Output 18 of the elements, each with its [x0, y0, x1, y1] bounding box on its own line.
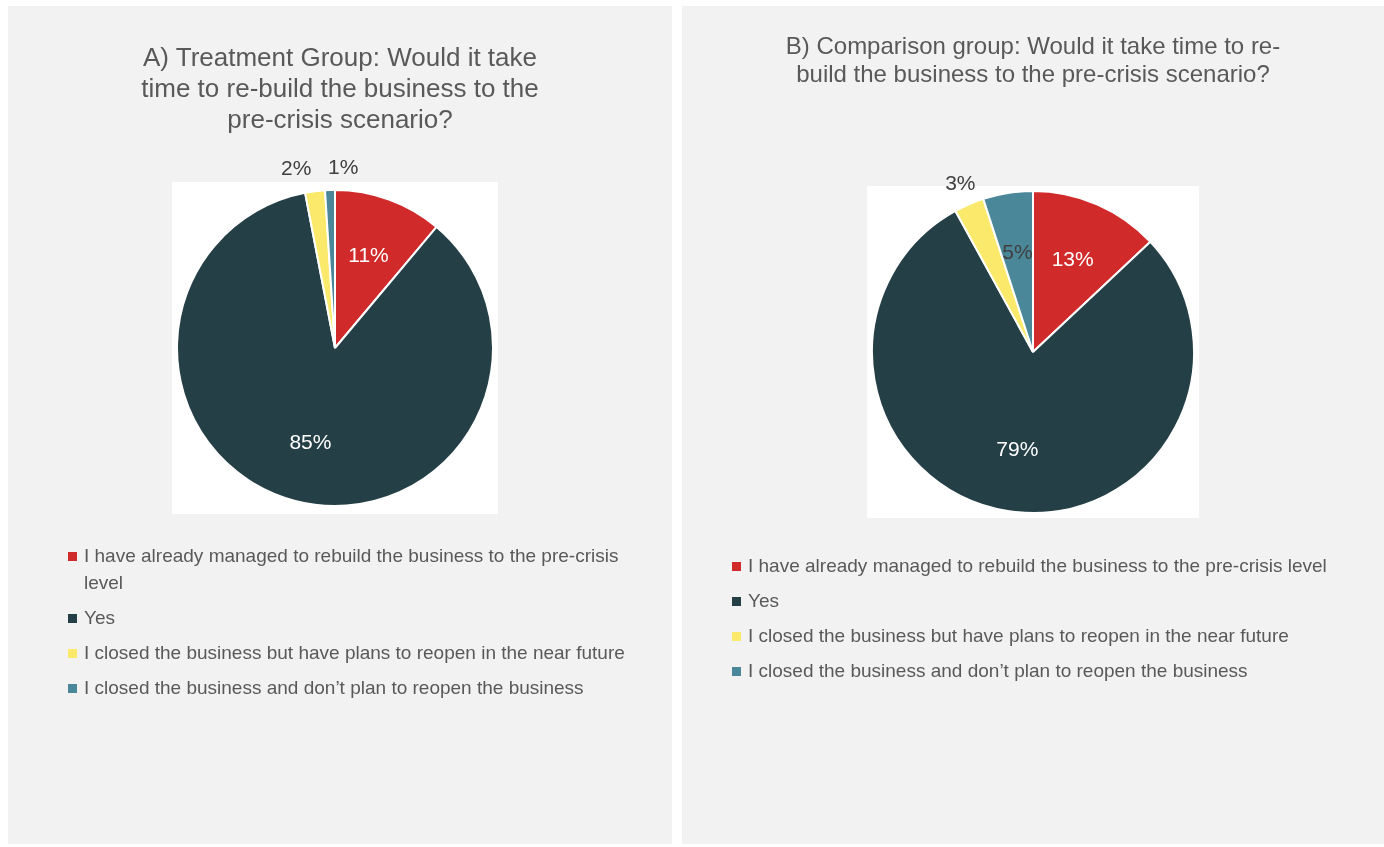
legend-label: Yes [748, 590, 779, 611]
data-label: 13% [1051, 247, 1094, 271]
data-label: 11% [348, 242, 389, 266]
data-label: 1% [328, 154, 359, 178]
legend-label: I closed the business but have plans to reopen in the near future [84, 642, 625, 663]
legend-label: I have already managed to rebuild the business to the pre-crisis level [84, 545, 619, 593]
chart-title: A) Treatment Group: Would it take time to re-build the business to the pre-crisis scenario? [140, 42, 540, 135]
legend-label: Yes [84, 607, 115, 628]
data-label: 79% [996, 437, 1039, 461]
legend-label: I closed the business and don’t plan to reopen the business [84, 677, 584, 698]
chart-title: B) Comparison group: Would it take time to re-build the business to the pre-crisis scenario? [784, 32, 1282, 88]
data-label: 5% [1002, 240, 1033, 264]
data-label: 2% [281, 156, 312, 180]
legend-label: I closed the business and don’t plan to reopen the business [748, 660, 1248, 681]
data-label: 85% [289, 429, 332, 453]
data-label: 3% [945, 170, 976, 194]
legend-label: I have already managed to rebuild the business to the pre-crisis level [748, 555, 1327, 576]
legend-label: I closed the business but have plans to reopen in the near future [748, 625, 1289, 646]
